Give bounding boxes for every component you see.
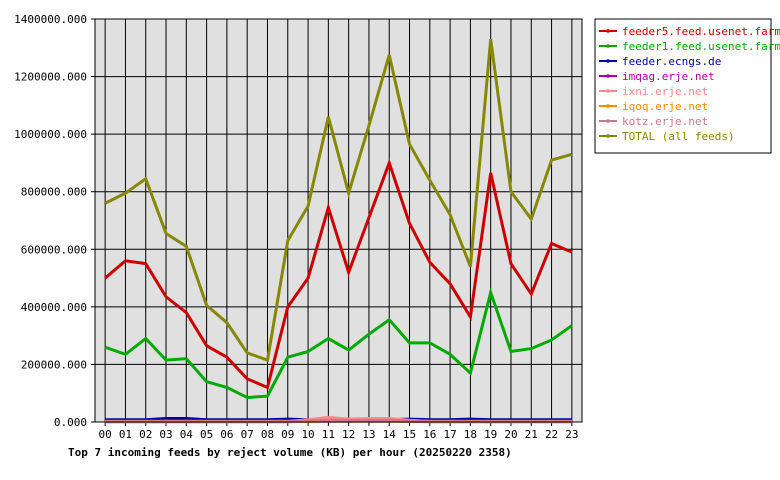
series-line: [105, 418, 572, 424]
legend-marker: [606, 29, 610, 33]
series-line: [104, 287, 573, 400]
x-tick-label: 16: [423, 428, 436, 441]
series-line: [104, 38, 573, 363]
x-tick-label: 01: [119, 428, 132, 441]
series-7: [104, 38, 573, 363]
series-line: [104, 158, 573, 390]
x-tick-label: 02: [139, 428, 152, 441]
plot-border: [94, 18, 583, 423]
x-tick-label: 13: [362, 428, 375, 441]
legend-marker: [606, 89, 610, 93]
x-tick-label: 12: [342, 428, 355, 441]
plot-background: [95, 19, 582, 422]
legend: feeder5.feed.usenet.farm feeder1.feed.use…: [594, 18, 780, 154]
x-tick-label: 06: [220, 428, 233, 441]
x-tick-label: 19: [484, 428, 497, 441]
legend-label: kotz.erje.net: [622, 115, 708, 128]
series-0: [104, 158, 573, 390]
x-tick-label: 23: [565, 428, 578, 441]
legend-label: ixni.erje.net: [622, 85, 708, 98]
legend-item: ixni.erje.net: [599, 85, 708, 98]
y-tick-label: 600000.000: [21, 243, 87, 256]
legend-item: imqag.erje.net: [599, 70, 715, 83]
y-tick-label: 400000.000: [21, 301, 87, 314]
x-tick-label: 17: [443, 428, 456, 441]
legend-item: feeder.ecngs.de: [599, 55, 721, 68]
legend-item: feeder1.feed.usenet.farm: [599, 40, 780, 53]
legend-marker: [606, 59, 610, 63]
series-6: [105, 418, 572, 424]
legend-marker: [606, 44, 610, 48]
legend-item: kotz.erje.net: [599, 115, 708, 128]
x-tick-label: 03: [159, 428, 172, 441]
legend-label: TOTAL (all feeds): [622, 130, 735, 143]
y-tick-label: 0.000: [54, 416, 87, 429]
legend-marker: [606, 119, 610, 123]
series-1: [104, 287, 573, 400]
legend-item: iqoq.erje.net: [599, 100, 708, 113]
x-tick-label: 15: [403, 428, 416, 441]
x-tick-label: 14: [383, 428, 397, 441]
x-tick-label: 04: [180, 428, 194, 441]
x-tick-label: 21: [525, 428, 538, 441]
legend-label: feeder.ecngs.de: [622, 55, 721, 68]
legend-item: feeder5.feed.usenet.farm: [599, 25, 780, 38]
legend-marker: [606, 134, 610, 138]
legend-label: iqoq.erje.net: [622, 100, 708, 113]
y-tick-label: 800000.000: [21, 186, 87, 199]
legend-marker: [606, 104, 610, 108]
legend-label: imqag.erje.net: [622, 70, 715, 83]
x-tick-label: 05: [200, 428, 213, 441]
x-tick-label: 10: [301, 428, 314, 441]
chart-title: Top 7 incoming feeds by reject volume (K…: [68, 446, 512, 459]
legend-box: [594, 18, 772, 154]
x-tick-label: 20: [504, 428, 517, 441]
x-axis: 00 01 02 03 04 05 06 07 08 09 10 11 12 13 14 15 16 17 18 19…: [99, 422, 578, 441]
x-tick-label: 11: [322, 428, 335, 441]
x-tick-label: 07: [241, 428, 254, 441]
grid: [95, 18, 582, 423]
x-tick-label: 00: [99, 428, 112, 441]
legend-marker: [606, 74, 610, 78]
x-tick-label: 08: [261, 428, 274, 441]
legend-item: TOTAL (all feeds): [599, 130, 735, 143]
legend-label: feeder5.feed.usenet.farm: [622, 25, 780, 38]
x-tick-label: 22: [545, 428, 558, 441]
y-tick-label: 1400000.000: [14, 13, 87, 26]
y-axis: 0.000 200000.000 400000.000 600000.000 80000…: [14, 13, 95, 429]
legend-label: feeder1.feed.usenet.farm: [622, 40, 780, 53]
y-tick-label: 1000000.000: [14, 128, 87, 141]
x-tick-label: 09: [281, 428, 294, 441]
y-tick-label: 200000.000: [21, 358, 87, 371]
x-tick-label: 18: [464, 428, 477, 441]
y-tick-label: 1200000.000: [14, 71, 87, 84]
